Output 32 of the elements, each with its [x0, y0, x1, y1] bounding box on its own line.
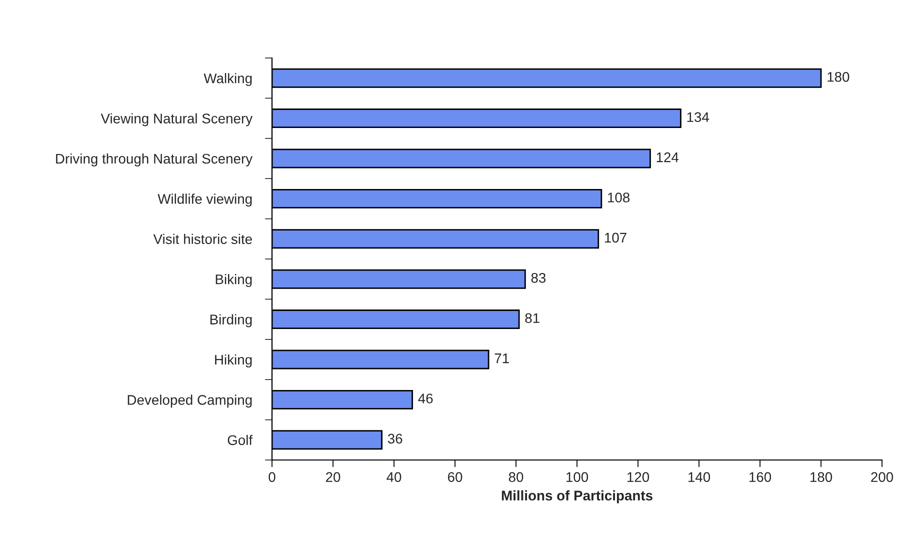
- y-tick-label: Hiking: [215, 354, 252, 368]
- x-tick-label: 140: [688, 472, 710, 482]
- data-label: 180: [828, 72, 850, 82]
- data-label: 134: [687, 112, 710, 122]
- data-label: 83: [531, 272, 546, 283]
- x-tick-label: 40: [386, 472, 402, 482]
- x-tick-label: 100: [566, 472, 588, 482]
- y-tick-label: Wildlife viewing: [158, 194, 252, 207]
- data-label: 108: [608, 192, 630, 202]
- x-tick-label: 0: [268, 472, 276, 482]
- data-label: 124: [656, 152, 679, 162]
- y-tick-label: Visit historic site: [153, 234, 252, 244]
- data-label: 46: [418, 394, 433, 404]
- data-label: 81: [525, 313, 540, 324]
- data-label: 71: [494, 354, 509, 364]
- x-tick-label: 120: [627, 472, 650, 482]
- x-tick-label: 160: [749, 472, 772, 482]
- y-tick-label: Biking: [216, 274, 252, 288]
- y-tick-label: Driving through Natural Scenery: [56, 153, 253, 166]
- y-tick-label: Birding: [210, 314, 252, 328]
- x-axis-title: Millions of Participants: [502, 490, 652, 504]
- y-tick-label: Golf: [228, 434, 253, 446]
- x-tick-label: 180: [810, 472, 832, 482]
- x-tick-label: 60: [448, 472, 462, 482]
- x-tick-label: 200: [871, 472, 894, 482]
- x-tick-label: 20: [326, 472, 340, 482]
- y-tick-label: Developed Camping: [128, 394, 252, 408]
- x-tick-label: 80: [508, 472, 524, 482]
- data-label: 107: [604, 232, 626, 243]
- y-tick-label: Viewing Natural Scenery: [100, 113, 253, 126]
- y-tick-label: Walking: [204, 73, 252, 86]
- data-label: 36: [388, 434, 402, 444]
